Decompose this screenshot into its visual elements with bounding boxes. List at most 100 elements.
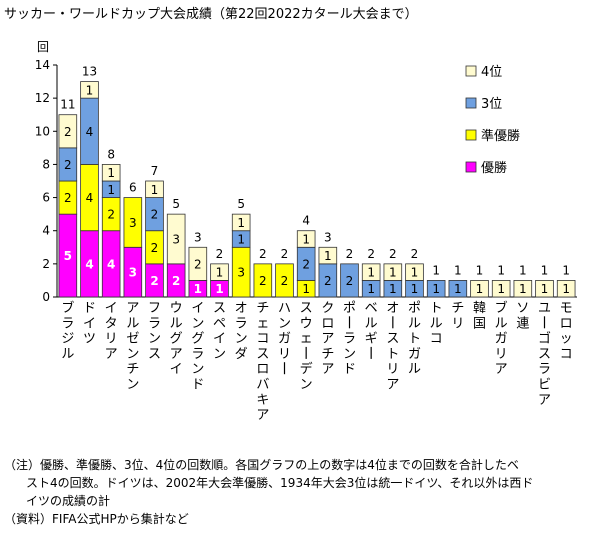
x-category-label-char: ン	[278, 316, 291, 331]
bar-segment-4位	[513, 280, 533, 298]
bar-segment-3位	[448, 280, 468, 298]
x-category-label-char: ク	[321, 301, 334, 316]
x-category-label-char: ソ	[516, 301, 529, 316]
legend-label-準優勝: 準優勝	[481, 128, 520, 144]
x-category-label-char: ガ	[278, 332, 291, 347]
x-category-label-char: オ	[386, 301, 399, 316]
bar-total-label: 1	[519, 263, 527, 277]
x-category-label-char: イ	[213, 332, 226, 347]
chart-title: サッカー・ワールドカップ大会成績（第22回2022カタール大会まで）	[4, 7, 418, 22]
x-category-label-char: ア	[256, 408, 269, 423]
bar-segment-4位	[101, 164, 121, 182]
bar-segment-4位	[318, 246, 338, 265]
x-category-label-char: ペ	[213, 316, 226, 331]
x-category-label-char: ア	[321, 362, 334, 377]
bar-segment-value-label: 1	[107, 166, 115, 180]
x-category-label-char: ラ	[235, 316, 248, 331]
bar-segment-value-label: 3	[237, 266, 245, 280]
bar-segment-value-label: 1	[215, 282, 223, 296]
bar-segment-value-label: 4	[86, 191, 94, 205]
bar-total-label: 2	[411, 247, 419, 261]
x-category-label-char: ウ	[170, 301, 183, 316]
bar-segment-value-label: 1	[432, 282, 440, 296]
y-tick-label: 8	[42, 157, 50, 171]
x-category-label-char: ン	[148, 332, 161, 347]
x-category-label-char: ス	[538, 347, 551, 362]
y-tick-label: 2	[42, 257, 50, 271]
x-category-label-char: ン	[300, 378, 313, 393]
bar-segment-value-label: 1	[86, 83, 94, 97]
x-category-label-char: ブ	[61, 300, 74, 316]
bar-total-label: 13	[82, 65, 97, 79]
bar-total-label: 6	[129, 181, 137, 195]
bar-segment-4位	[80, 81, 99, 99]
x-category-label-char: ル	[365, 316, 378, 331]
x-category-label-char: ン	[191, 362, 204, 377]
x-category-label-char: ド	[343, 362, 356, 377]
bar-segment-4位	[535, 280, 554, 298]
bar-segment-value-label: 1	[151, 183, 159, 197]
x-category-label-char: チ	[451, 301, 464, 316]
x-category-label-char: イ	[191, 301, 204, 316]
bar-segment-value-label: 2	[302, 257, 310, 271]
bar-segment-4位	[210, 263, 229, 281]
bar-segment-value-label: 3	[129, 266, 137, 280]
bar-segment-value-label: 1	[324, 249, 332, 263]
bar-total-label: 8	[107, 147, 115, 161]
x-category-label-char: ル	[495, 316, 508, 331]
x-category-label-char: ベ	[365, 301, 378, 316]
x-category-label-char: バ	[256, 378, 269, 393]
bar-segment-value-label: 4	[107, 257, 115, 271]
y-tick-label: 14	[35, 58, 50, 72]
x-category-label-char: ア	[321, 332, 334, 347]
bar-segment-3位	[340, 263, 359, 298]
bar-segment-value-label: 1	[562, 282, 570, 296]
x-category-label-char: ブ	[495, 300, 508, 316]
bar-total-label: 1	[497, 263, 505, 277]
bar-segment-value-label: 3	[129, 216, 137, 230]
bar-segment-value-label: 1	[519, 282, 527, 296]
x-category-label-char: チ	[321, 347, 334, 362]
x-category-label-char: ア	[126, 301, 139, 316]
x-category-label-char: ス	[386, 332, 399, 347]
x-category-label-char: コ	[560, 347, 573, 362]
bar-segment-value-label: 2	[64, 125, 72, 139]
bar-segment-value-label: 1	[497, 282, 505, 296]
x-category-label-char: チ	[126, 362, 139, 377]
bar-total-label: 2	[367, 247, 375, 261]
x-category-label-char: フ	[148, 301, 161, 316]
legend-swatch-準優勝	[465, 129, 477, 141]
bar-segment-value-label: 2	[150, 274, 158, 288]
bar-total-label: 11	[60, 98, 75, 112]
x-category-label-char: リ	[105, 332, 118, 347]
x-category-label-char: リ	[451, 316, 464, 331]
legend-swatch-4位	[465, 65, 477, 77]
bar-segment-4位	[361, 263, 381, 281]
bar-segment-value-label: 2	[64, 158, 72, 172]
x-category-label-char: ゼ	[126, 332, 139, 347]
x-category-label-char: ル	[408, 316, 421, 331]
bar-segment-準優勝	[123, 197, 143, 248]
x-category-label-char: ン	[126, 347, 139, 362]
bar-segment-value-label: 2	[346, 274, 354, 288]
x-category-label-char: タ	[105, 316, 118, 331]
legend-label-4位: 4位	[481, 65, 502, 80]
x-category-label-char: ェ	[256, 316, 269, 331]
bar-segment-value-label: 4	[85, 257, 93, 271]
bar-segment-4位	[296, 230, 316, 248]
x-category-label-char: ハ	[278, 301, 291, 316]
bar-segment-4位	[491, 280, 511, 298]
x-category-label-char: ス	[148, 347, 161, 362]
x-category-label-char: ッ	[560, 332, 573, 347]
bar-total-label: 2	[259, 247, 267, 261]
x-category-label-char: ア	[386, 378, 399, 393]
bar-segment-value-label: 1	[302, 282, 310, 296]
note-line-1: （注）優勝、準優勝、3位、4位の回数順。各国グラフの上の数字は4位までの回数を合…	[4, 458, 519, 472]
bar-segment-準優勝	[253, 263, 273, 298]
legend-label-優勝: 優勝	[481, 161, 507, 176]
x-category-label-char: ポ	[408, 301, 421, 316]
bar-segment-value-label: 1	[194, 282, 202, 296]
x-category-label-char: ン	[235, 332, 248, 347]
bar-segment-value-label: 2	[107, 208, 115, 222]
y-tick-label: 12	[35, 91, 50, 105]
